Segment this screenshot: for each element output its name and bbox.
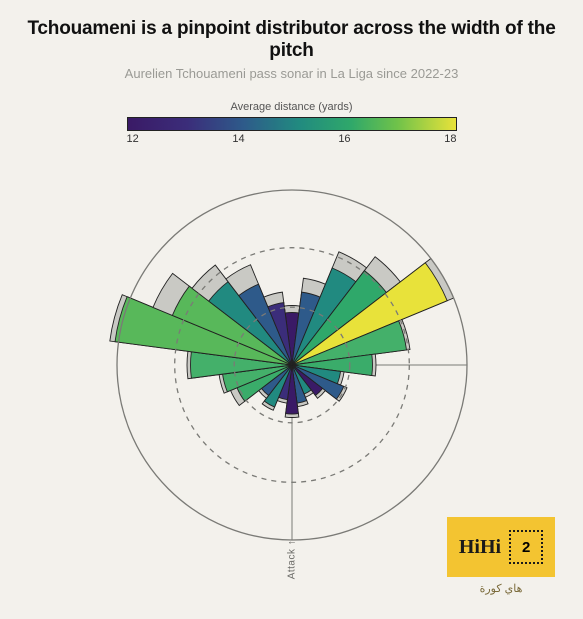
- sonar-chart: Attack ↑: [102, 175, 482, 555]
- attack-direction-label: Attack ↑: [286, 540, 297, 580]
- legend-title: Average distance (yards): [127, 101, 457, 113]
- chart-title: Tchouameni is a pinpoint distributor acr…: [14, 18, 569, 62]
- legend-tick: 18: [444, 133, 456, 145]
- legend-tick: 16: [338, 133, 350, 145]
- sonar-wedges: [109, 252, 453, 418]
- badge-box: 2: [509, 530, 543, 564]
- color-legend: Average distance (yards) 12 14 16 18: [127, 101, 457, 145]
- legend-tick: 12: [127, 133, 139, 145]
- legend-gradient-bar: [127, 117, 457, 131]
- legend-ticks: 12 14 16 18: [127, 133, 457, 145]
- chart-subtitle: Aurelien Tchouameni pass sonar in La Lig…: [14, 66, 569, 81]
- badge-brand: HiHi: [459, 536, 501, 559]
- watermark-badge: HiHi 2: [447, 517, 555, 577]
- legend-tick: 14: [232, 133, 244, 145]
- badge-subtext: هاي كورة: [447, 582, 555, 595]
- sonar-svg: [102, 175, 482, 555]
- figure-container: Tchouameni is a pinpoint distributor acr…: [0, 0, 583, 619]
